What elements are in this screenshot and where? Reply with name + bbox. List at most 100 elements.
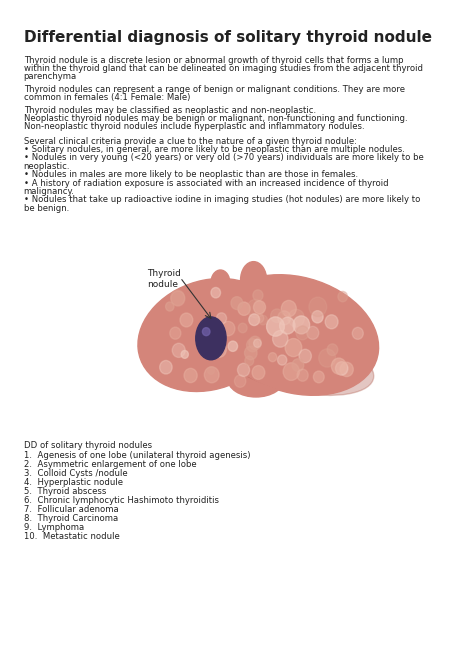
Ellipse shape [273,330,288,347]
Ellipse shape [222,322,235,336]
Text: Neoplastic thyroid nodules may be benign or malignant, non-functioning and funct: Neoplastic thyroid nodules may be benign… [24,114,407,123]
Ellipse shape [256,314,264,323]
Text: be benign.: be benign. [24,204,69,212]
Ellipse shape [340,362,353,377]
Ellipse shape [211,287,220,298]
Text: 5.  Thyroid abscess: 5. Thyroid abscess [24,487,106,496]
Text: 9.  Lymphoma: 9. Lymphoma [24,523,84,532]
Ellipse shape [312,311,323,323]
Ellipse shape [309,297,327,316]
Text: Thyroid
nodule: Thyroid nodule [147,269,181,289]
Text: common in females (4:1 Female: Male): common in females (4:1 Female: Male) [24,93,190,102]
Ellipse shape [285,338,302,356]
Ellipse shape [228,360,284,397]
Ellipse shape [235,375,246,387]
Ellipse shape [313,371,324,383]
Text: • Nodules in very young (<20 years) or very old (>70 years) individuals are more: • Nodules in very young (<20 years) or v… [24,153,423,162]
Ellipse shape [319,349,336,367]
Ellipse shape [299,349,311,362]
Ellipse shape [219,328,374,395]
Text: Thyroid nodules can represent a range of benign or malignant conditions. They ar: Thyroid nodules can represent a range of… [24,84,405,94]
Text: Differential diagnosis of solitary thyroid nodule: Differential diagnosis of solitary thyro… [24,30,432,45]
Text: neoplastic.: neoplastic. [24,161,70,171]
Ellipse shape [331,358,346,374]
Ellipse shape [160,360,172,374]
Text: 10.  Metastatic nodule: 10. Metastatic nodule [24,532,119,541]
Ellipse shape [325,315,338,329]
Ellipse shape [172,343,185,357]
Text: DD of solitary thyroid nodules: DD of solitary thyroid nodules [24,441,152,450]
Text: within the thyroid gland that can be delineated on imaging studies from the adja: within the thyroid gland that can be del… [24,64,423,73]
Ellipse shape [338,291,347,302]
Text: Thyroid nodules may be classified as neoplastic and non-neoplastic.: Thyroid nodules may be classified as neo… [24,105,316,115]
Ellipse shape [252,366,265,379]
Ellipse shape [165,302,174,311]
Ellipse shape [268,352,277,362]
Ellipse shape [277,355,287,365]
Text: 3.  Colloid Cysts /nodule: 3. Colloid Cysts /nodule [24,469,128,478]
Ellipse shape [181,350,188,358]
Text: • A history of radiation exposure is associated with an increased incidence of t: • A history of radiation exposure is ass… [24,178,388,188]
Text: 4.  Hyperplastic nodule: 4. Hyperplastic nodule [24,478,123,486]
Ellipse shape [231,297,243,310]
Ellipse shape [278,311,291,325]
Ellipse shape [266,317,284,336]
Text: Several clinical criteria provide a clue to the nature of a given thyroid nodule: Several clinical criteria provide a clue… [24,137,356,145]
Ellipse shape [180,313,193,327]
Ellipse shape [297,369,308,381]
Text: 7.  Follicular adenoma: 7. Follicular adenoma [24,505,119,514]
Ellipse shape [171,290,184,306]
Ellipse shape [171,291,185,306]
Circle shape [196,317,226,360]
Ellipse shape [271,309,283,322]
Ellipse shape [352,328,363,339]
Text: • Nodules that take up radioactive iodine in imaging studies (hot nodules) are m: • Nodules that take up radioactive iodin… [24,195,420,204]
Ellipse shape [296,326,309,340]
Ellipse shape [204,366,219,383]
Text: 2.  Asymmetric enlargement of one lobe: 2. Asymmetric enlargement of one lobe [24,460,196,468]
Ellipse shape [293,316,310,334]
Text: 1.  Agenesis of one lobe (unilateral thyroid agenesis): 1. Agenesis of one lobe (unilateral thyr… [24,451,250,460]
Ellipse shape [288,310,304,327]
Ellipse shape [254,339,261,348]
Text: 8.  Thyroid Carcinoma: 8. Thyroid Carcinoma [24,514,118,523]
Ellipse shape [249,336,261,350]
Ellipse shape [292,358,304,372]
Text: 6.  Chronic lymphocytic Hashimoto thyroiditis: 6. Chronic lymphocytic Hashimoto thyroid… [24,496,219,505]
Ellipse shape [245,356,254,366]
Ellipse shape [228,341,237,351]
Ellipse shape [202,328,210,336]
Ellipse shape [245,346,257,360]
Ellipse shape [214,275,379,395]
Ellipse shape [209,330,217,338]
Ellipse shape [240,261,266,299]
Ellipse shape [280,317,295,334]
Ellipse shape [208,366,215,375]
Ellipse shape [238,323,247,333]
Ellipse shape [327,344,338,356]
Ellipse shape [283,362,300,381]
Ellipse shape [249,314,260,326]
Ellipse shape [211,341,227,358]
Ellipse shape [184,369,197,383]
Ellipse shape [259,316,267,325]
Ellipse shape [238,302,250,316]
Ellipse shape [307,326,319,340]
Text: malignancy.: malignancy. [24,187,74,196]
Text: Thyroid nodule is a discrete lesion or abnormal growth of thyroid cells that for: Thyroid nodule is a discrete lesion or a… [24,56,403,64]
Ellipse shape [170,327,181,339]
Ellipse shape [281,300,296,317]
Ellipse shape [217,313,227,324]
Text: parenchyma: parenchyma [24,72,77,81]
Ellipse shape [201,336,208,344]
Ellipse shape [138,279,279,391]
Ellipse shape [336,362,348,375]
Text: • Solitary nodules, in general, are more likely to be neoplastic than are multip: • Solitary nodules, in general, are more… [24,145,405,154]
Ellipse shape [247,299,264,318]
Ellipse shape [253,290,263,301]
Text: • Nodules in males are more likely to be neoplastic than are those in females.: • Nodules in males are more likely to be… [24,170,358,179]
Text: Non-neoplastic thyroid nodules include hyperplastic and inflammatory nodules.: Non-neoplastic thyroid nodules include h… [24,122,365,131]
Ellipse shape [246,338,259,352]
Ellipse shape [237,363,250,377]
Ellipse shape [211,270,230,295]
